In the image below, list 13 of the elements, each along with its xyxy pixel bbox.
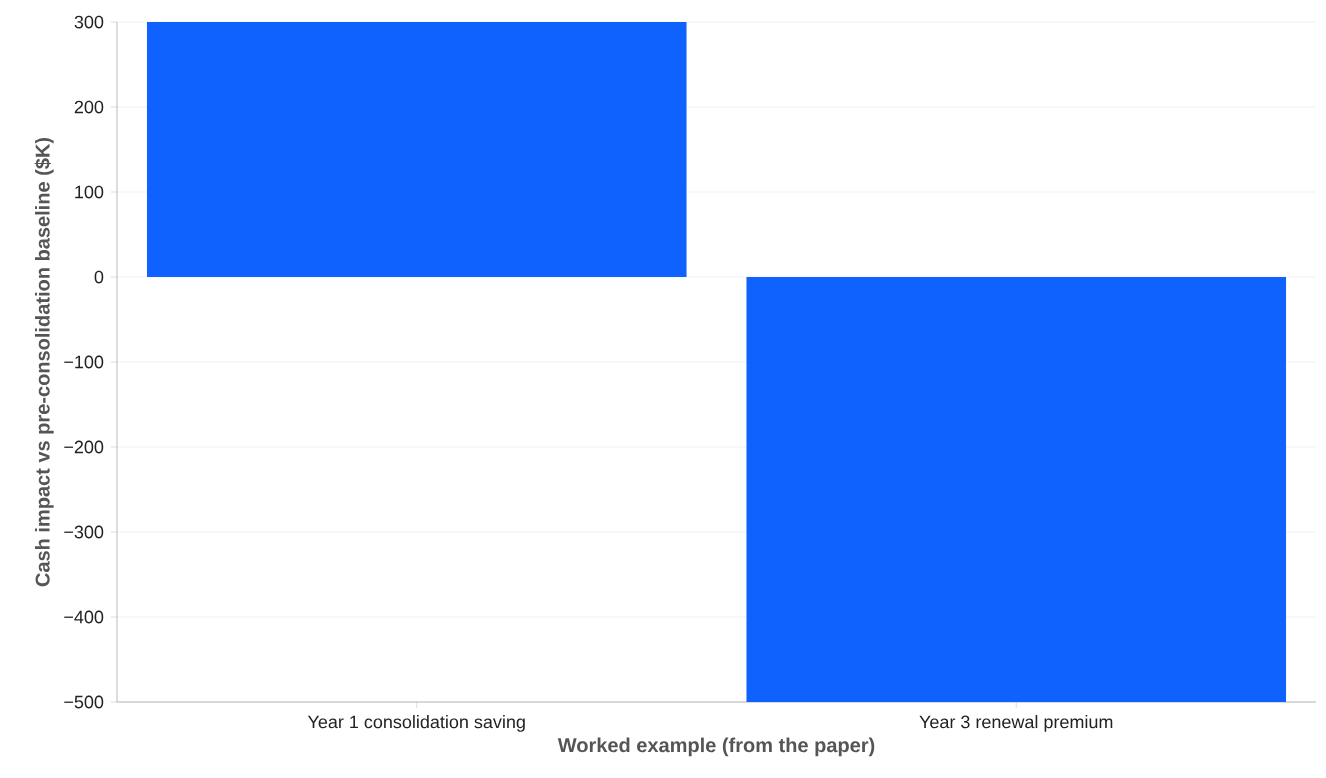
y-tick-label: 300 xyxy=(74,15,104,29)
y-tick-label: −400 xyxy=(64,610,104,624)
y-tick-label: −200 xyxy=(64,440,104,454)
y-tick-label: 200 xyxy=(74,100,104,114)
x-tick-label: Year 1 consolidation saving xyxy=(307,715,525,732)
y-tick-label: −100 xyxy=(64,355,104,369)
y-tick-label: −300 xyxy=(64,525,104,539)
y-tick-label: 100 xyxy=(75,185,104,199)
y-tick-label: −500 xyxy=(64,695,104,709)
x-tick-label: Year 3 renewal premium xyxy=(919,715,1113,732)
y-axis-title: Cash impact vs pre-consolidation baseline ($K) xyxy=(34,137,54,587)
y-tick-label: 0 xyxy=(94,270,104,284)
x-axis-title: Worked example (from the paper) xyxy=(557,737,875,757)
